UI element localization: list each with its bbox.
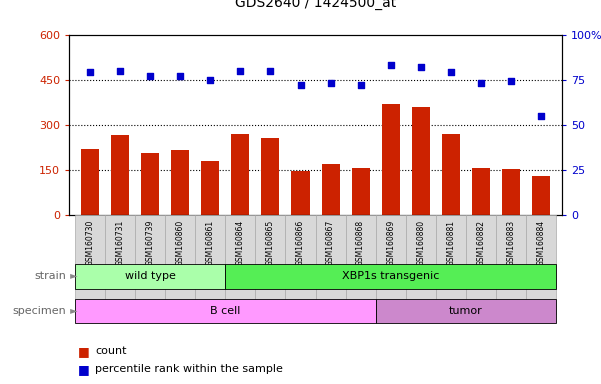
Bar	[141, 153, 159, 215]
Bar	[526, 215, 556, 315]
Bar	[231, 134, 249, 215]
Text: GSM160730: GSM160730	[86, 220, 94, 266]
Bar	[105, 215, 135, 315]
Point	[356, 82, 365, 88]
Bar	[255, 215, 285, 315]
Point	[236, 68, 245, 74]
Bar	[225, 264, 556, 289]
Text: GSM160731: GSM160731	[116, 220, 124, 266]
Point	[206, 77, 215, 83]
Point	[416, 64, 426, 70]
Bar	[406, 215, 436, 315]
Bar	[201, 161, 219, 215]
Text: GSM160882: GSM160882	[477, 220, 485, 266]
Text: GSM160883: GSM160883	[507, 220, 515, 266]
Bar	[285, 215, 316, 315]
Text: GSM160860: GSM160860	[176, 220, 185, 266]
Bar	[322, 164, 340, 215]
Bar	[466, 215, 496, 315]
Bar	[532, 176, 550, 215]
Bar	[225, 215, 255, 315]
Point	[446, 70, 456, 76]
Point	[115, 68, 125, 74]
Point	[175, 73, 185, 79]
Point	[386, 62, 395, 68]
Text: GSM160868: GSM160868	[356, 220, 365, 266]
Text: ■: ■	[78, 345, 90, 358]
Text: tumor: tumor	[449, 306, 483, 316]
Text: B cell: B cell	[210, 306, 240, 316]
Text: ■: ■	[78, 363, 90, 376]
Bar	[376, 215, 406, 315]
Bar	[472, 169, 490, 215]
Point	[145, 73, 155, 79]
Text: GSM160880: GSM160880	[416, 220, 425, 266]
Bar	[436, 215, 466, 315]
Text: ►: ►	[67, 306, 78, 316]
Bar	[135, 215, 165, 315]
Bar	[291, 170, 310, 215]
Bar	[412, 107, 430, 215]
Bar	[496, 215, 526, 315]
Point	[536, 113, 546, 119]
Text: GSM160864: GSM160864	[236, 220, 245, 266]
Text: GSM160869: GSM160869	[386, 220, 395, 266]
Bar	[442, 134, 460, 215]
Text: GSM160881: GSM160881	[447, 220, 455, 266]
Bar	[346, 215, 376, 315]
Text: XBP1s transgenic: XBP1s transgenic	[342, 271, 439, 281]
Point	[296, 82, 305, 88]
Bar	[75, 215, 105, 315]
Bar	[111, 135, 129, 215]
Text: GDS2640 / 1424500_at: GDS2640 / 1424500_at	[235, 0, 396, 10]
Point	[506, 78, 516, 84]
Bar	[382, 104, 400, 215]
Point	[85, 70, 95, 76]
Text: count: count	[95, 346, 126, 356]
Text: percentile rank within the sample: percentile rank within the sample	[95, 364, 283, 374]
Text: GSM160861: GSM160861	[206, 220, 215, 266]
Bar	[171, 151, 189, 215]
Text: GSM160865: GSM160865	[266, 220, 275, 266]
Bar	[376, 299, 556, 323]
Point	[326, 80, 335, 86]
Text: GSM160739: GSM160739	[146, 220, 154, 266]
Bar	[81, 149, 99, 215]
Text: ►: ►	[67, 271, 78, 281]
Bar	[502, 169, 520, 215]
Bar	[195, 215, 225, 315]
Text: specimen: specimen	[13, 306, 66, 316]
Text: GSM160866: GSM160866	[296, 220, 305, 266]
Point	[476, 80, 486, 86]
Text: GSM160867: GSM160867	[326, 220, 335, 266]
Point	[266, 68, 275, 74]
Bar	[261, 138, 279, 215]
Bar	[165, 215, 195, 315]
Bar	[75, 299, 376, 323]
Bar	[352, 169, 370, 215]
Text: strain: strain	[34, 271, 66, 281]
Text: GSM160884: GSM160884	[537, 220, 545, 266]
Bar	[75, 264, 225, 289]
Bar	[316, 215, 346, 315]
Text: wild type: wild type	[125, 271, 175, 281]
